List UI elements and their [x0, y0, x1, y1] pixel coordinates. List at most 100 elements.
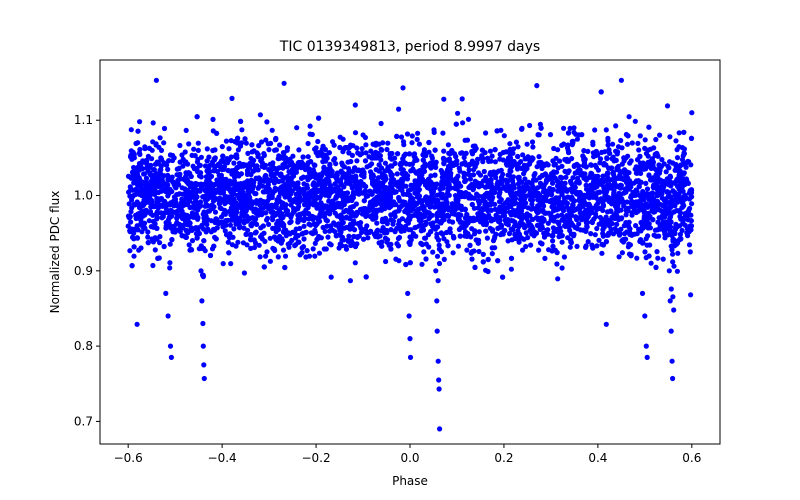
data-point [475, 211, 481, 217]
data-point [585, 148, 591, 154]
data-point [235, 239, 241, 245]
data-point [397, 162, 403, 168]
data-point [480, 259, 486, 265]
data-point [605, 219, 611, 225]
data-point [252, 167, 258, 173]
data-point [512, 231, 518, 238]
data-point [511, 185, 517, 191]
data-point [539, 225, 546, 231]
data-point [306, 211, 312, 217]
data-point [615, 144, 622, 150]
data-point [357, 186, 363, 192]
data-point [607, 185, 613, 191]
data-point [679, 145, 686, 151]
data-point [516, 239, 522, 245]
data-point [229, 217, 235, 223]
data-point [137, 205, 143, 211]
data-point [439, 213, 445, 219]
data-point [422, 221, 428, 228]
data-point [383, 192, 389, 198]
data-point [621, 167, 628, 173]
data-point [312, 240, 318, 246]
data-point [201, 238, 207, 244]
data-point [619, 215, 625, 221]
data-point [607, 150, 613, 156]
data-point [231, 181, 237, 187]
data-point [221, 177, 227, 183]
data-point [152, 178, 159, 184]
data-point [224, 160, 231, 166]
data-point [583, 164, 589, 170]
data-point [619, 238, 625, 244]
data-point [201, 181, 207, 187]
data-point [165, 208, 172, 214]
data-point [226, 146, 232, 152]
data-point [326, 178, 332, 184]
data-point [488, 177, 494, 183]
data-point [465, 171, 471, 177]
data-point [554, 261, 560, 267]
data-point [276, 207, 282, 213]
data-point [586, 195, 593, 201]
data-point [667, 134, 673, 140]
data-point [295, 196, 301, 202]
data-point [252, 230, 258, 236]
data-point [500, 202, 506, 208]
data-point [619, 250, 626, 256]
data-point [523, 230, 529, 236]
data-point [436, 242, 442, 248]
data-point [187, 247, 193, 253]
data-point [413, 224, 419, 230]
data-point [438, 209, 444, 215]
data-point [421, 165, 427, 171]
data-point [593, 148, 599, 155]
data-point [603, 196, 609, 202]
data-point [624, 141, 631, 147]
data-point [479, 153, 485, 159]
data-point [126, 201, 132, 207]
data-point [383, 258, 389, 265]
data-point [667, 204, 674, 211]
data-point [400, 191, 406, 197]
data-point [289, 237, 295, 243]
data-point [480, 251, 486, 257]
data-point [266, 186, 272, 192]
data-point [406, 227, 412, 233]
data-point [677, 231, 684, 237]
data-point [604, 155, 610, 161]
data-point [150, 139, 156, 145]
data-point [263, 210, 269, 216]
data-point [315, 138, 321, 145]
data-point [559, 175, 565, 181]
data-point [293, 235, 299, 241]
data-point [410, 167, 416, 173]
data-point [405, 218, 411, 224]
data-point [244, 171, 250, 177]
data-point [670, 294, 676, 300]
data-point [318, 200, 324, 206]
data-point [507, 168, 513, 175]
data-point [349, 213, 355, 219]
data-point [293, 191, 299, 197]
data-point [559, 239, 565, 245]
data-point [227, 222, 233, 228]
data-point [330, 198, 336, 204]
data-point [216, 177, 222, 183]
data-point [325, 234, 331, 240]
data-point [633, 223, 639, 229]
data-point [408, 197, 414, 203]
data-point [222, 209, 228, 215]
data-point [431, 204, 437, 210]
data-point [344, 180, 350, 186]
data-point [267, 235, 273, 241]
data-point [657, 132, 663, 138]
data-point [475, 240, 481, 246]
data-point [637, 133, 643, 139]
data-point [649, 190, 656, 196]
data-point [548, 171, 555, 177]
data-point [310, 246, 316, 252]
data-point [238, 118, 244, 124]
data-point [213, 189, 219, 195]
data-point [384, 146, 390, 153]
